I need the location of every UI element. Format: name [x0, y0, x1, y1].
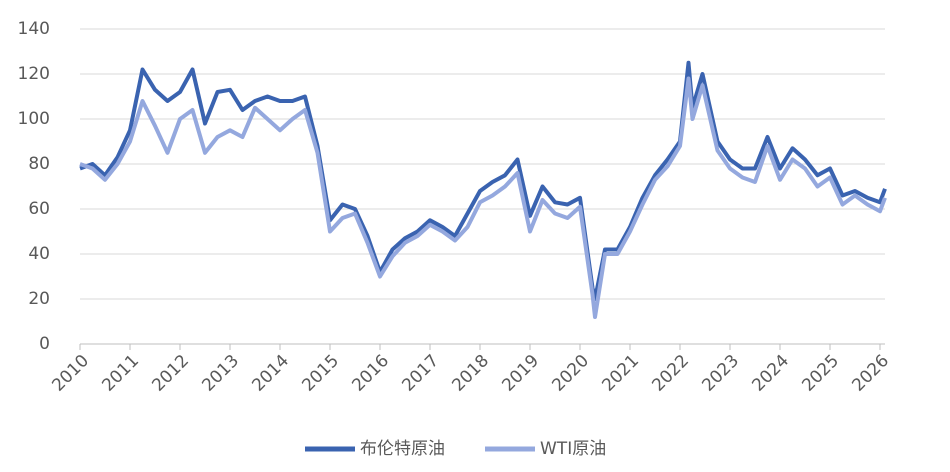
legend-label: 布伦特原油 — [360, 439, 445, 459]
x-tick-label: 2020 — [548, 351, 593, 396]
x-tick-label: 2018 — [448, 351, 493, 396]
series-line — [79, 60, 887, 301]
y-tick-label: 140 — [18, 19, 50, 39]
x-tick-label: 2021 — [598, 351, 643, 396]
y-tick-label: 60 — [28, 199, 50, 219]
x-tick-label: 2024 — [748, 351, 793, 396]
y-tick-label: 80 — [28, 154, 50, 174]
x-tick-label: 2025 — [798, 351, 843, 396]
x-tick-label: 2017 — [398, 351, 443, 396]
y-tick-label: 20 — [28, 289, 50, 309]
x-tick-label: 2014 — [248, 351, 293, 396]
legend-label: WTI原油 — [540, 439, 606, 459]
x-tick-label: 2012 — [148, 351, 193, 396]
x-tick-label: 2019 — [498, 351, 543, 396]
x-tick-label: 2023 — [698, 351, 743, 396]
x-tick-label: 2015 — [298, 351, 343, 396]
x-tick-label: 2016 — [348, 351, 393, 396]
y-tick-label: 40 — [28, 244, 50, 264]
y-tick-label: 100 — [18, 109, 50, 129]
y-tick-label: 0 — [39, 334, 50, 354]
x-tick-label: 2013 — [198, 351, 243, 396]
x-tick-label: 2022 — [648, 351, 693, 396]
x-tick-label: 2026 — [848, 351, 893, 396]
x-tick-label: 2011 — [98, 351, 143, 396]
y-tick-label: 120 — [18, 64, 50, 84]
x-tick-label: 2010 — [48, 351, 93, 396]
series-line — [79, 76, 887, 319]
